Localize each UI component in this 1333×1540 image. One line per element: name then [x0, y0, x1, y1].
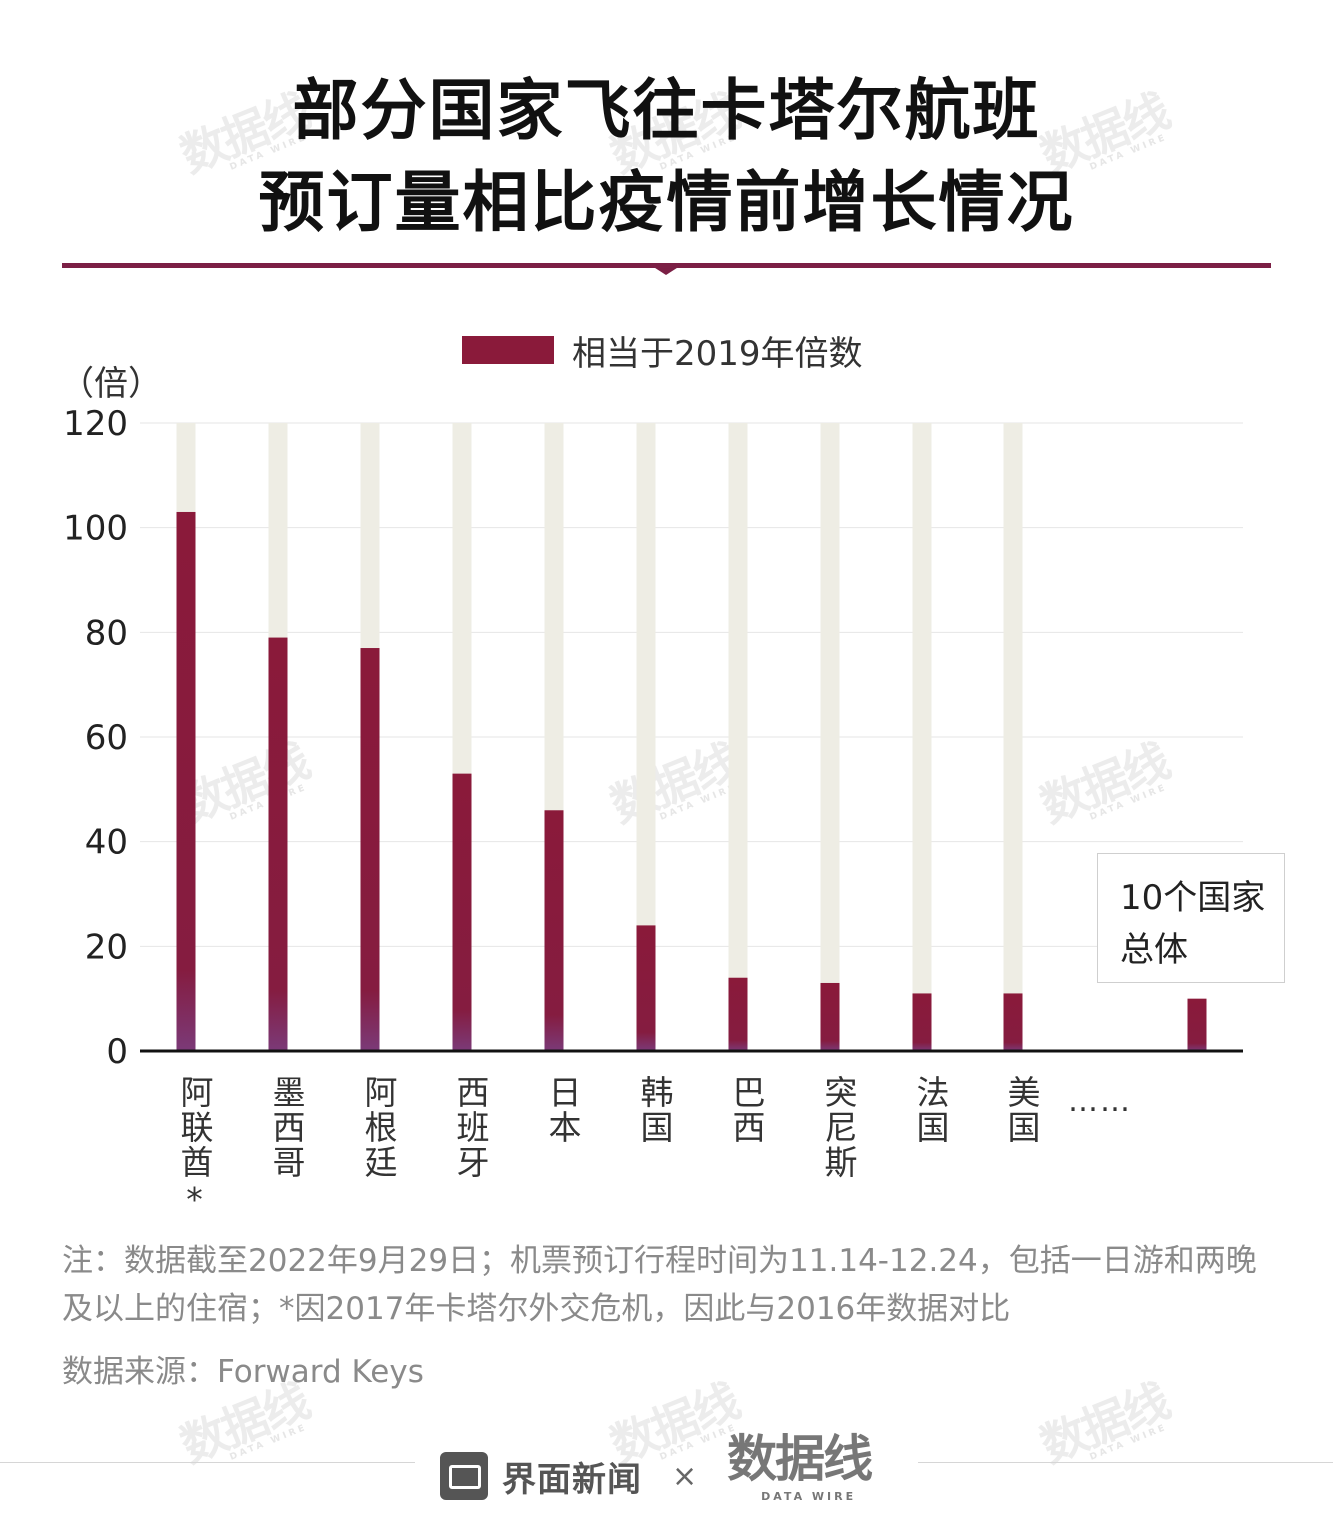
x-category-label: 巴西 — [727, 1075, 766, 1145]
x-category-label: 突尼斯 — [819, 1075, 858, 1180]
x-category-label: 墨西哥 — [267, 1075, 306, 1180]
x-category-label: 阿联酋* — [175, 1075, 214, 1221]
x-category-label: 韩国 — [635, 1075, 674, 1145]
y-tick-label: 100 — [63, 509, 128, 549]
bar — [728, 977, 748, 1051]
bar — [1187, 998, 1207, 1051]
times-sign: × — [672, 1458, 698, 1494]
x-category-label: 法国 — [911, 1075, 950, 1145]
chart-title-line1: 部分国家飞往卡塔尔航班 — [292, 72, 1041, 149]
bar — [544, 810, 564, 1051]
footer-divider-right — [918, 1462, 1333, 1463]
footer-logos: 界面新闻 × 数据线 DATA WIRE — [440, 1434, 877, 1514]
jiemian-logo-text: 界面新闻 — [502, 1459, 642, 1500]
legend-swatch — [462, 336, 554, 364]
bar — [636, 925, 656, 1051]
bar — [360, 648, 380, 1051]
y-tick-label: 80 — [85, 613, 128, 653]
bar — [912, 993, 932, 1051]
title-divider — [62, 263, 1271, 268]
footnote: 注：数据截至2022年9月29日；机票预订行程时间为11.14-12.24，包括… — [62, 1243, 1257, 1327]
legend: 相当于2019年倍数 — [462, 330, 863, 374]
bar — [1003, 993, 1023, 1051]
jiemian-logo-icon — [440, 1452, 488, 1500]
bar — [268, 637, 288, 1051]
total-callout: 10个国家 总体 — [1097, 853, 1285, 983]
data-source: 数据来源：Forward Keys — [62, 1354, 424, 1390]
bar — [452, 773, 472, 1051]
bar-track — [728, 423, 748, 1051]
bar-track — [636, 423, 656, 1051]
footer-divider-left — [0, 1462, 415, 1463]
callout-line2: 总体 — [1120, 930, 1188, 970]
y-axis-ticks: 0 20 40 60 80 100 120 — [63, 404, 128, 1072]
y-tick-label: 40 — [85, 823, 128, 863]
x-category-label: 阿根廷 — [359, 1075, 398, 1180]
bar — [176, 511, 196, 1051]
title-divider-notch — [652, 266, 680, 275]
y-axis-unit-label: （倍） — [60, 364, 162, 404]
legend-label: 相当于2019年倍数 — [572, 333, 863, 374]
y-tick-label: 60 — [85, 718, 128, 758]
callout-line1: 10个国家 — [1120, 878, 1266, 918]
grid-lines — [140, 422, 1243, 947]
y-tick-label: 20 — [85, 927, 128, 967]
data-wire-logo: 数据线 DATA WIRE — [727, 1434, 877, 1514]
data-wire-logo-subtext: DATA WIRE — [761, 1490, 857, 1503]
y-tick-label: 120 — [63, 404, 128, 444]
x-category-label: 日本 — [543, 1075, 582, 1145]
ellipsis: …… — [1068, 1084, 1132, 1119]
bar-track — [912, 423, 932, 1051]
bar-track — [820, 423, 840, 1051]
chart-title-line2: 预订量相比疫情前增长情况 — [258, 164, 1075, 241]
data-wire-logo-text: 数据线 — [727, 1430, 873, 1488]
bars — [176, 511, 1207, 1051]
bar — [820, 982, 840, 1051]
y-tick-label: 0 — [106, 1032, 128, 1072]
x-category-label: 西班牙 — [451, 1075, 490, 1180]
bar-track — [1003, 423, 1023, 1051]
x-category-label: 美国 — [1002, 1075, 1041, 1145]
